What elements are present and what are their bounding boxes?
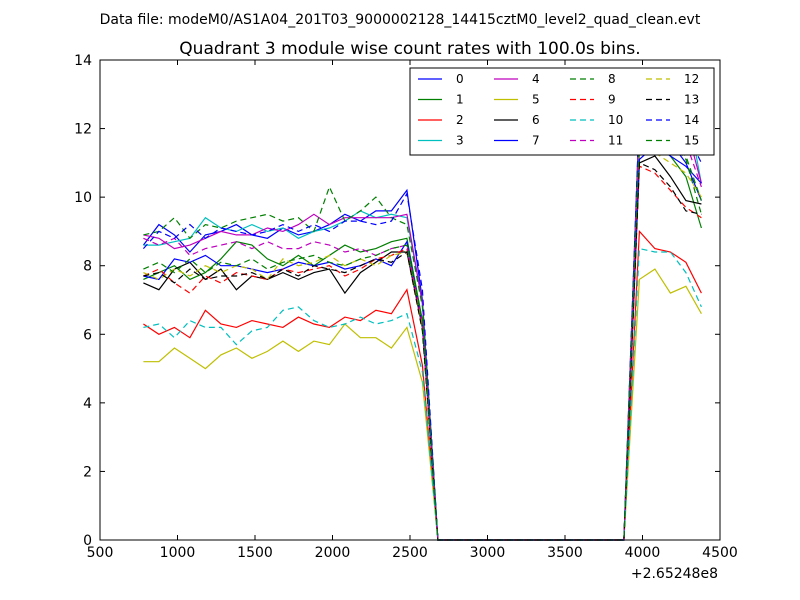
series-line-13 [143,161,702,541]
series-line-7 [143,144,702,541]
legend-label-5: 5 [532,93,540,107]
series-lines [142,96,702,541]
y-tick-label: 6 [83,327,92,343]
legend-box [409,67,715,156]
x-tick-label: 2000 [315,545,351,561]
series-line-15 [143,131,702,541]
x-axis-ticks: 500 1000 1500 2000 2500 3000 3500 4000 4500 [87,60,738,561]
legend-label-4: 4 [532,72,540,86]
legend-label-15: 15 [684,134,699,148]
legend-label-10: 10 [608,113,623,127]
legend-label-0: 0 [456,72,464,86]
x-tick-label: 1500 [237,545,273,561]
x-tick-label: 3000 [470,545,506,561]
legend-label-2: 2 [456,113,464,127]
y-tick-label: 10 [74,190,92,206]
x-tick-label: 2500 [392,545,428,561]
series-line-0 [142,134,702,541]
legend-label-13: 13 [684,93,699,107]
legend-label-1: 1 [456,93,464,107]
y-tick-label: 2 [83,464,92,480]
y-tick-label: 0 [83,533,92,549]
chart-title: Quadrant 3 module wise count rates with … [179,39,640,59]
x-tick-label: 3500 [547,545,583,561]
legend-label-11: 11 [608,134,623,148]
legend-label-14: 14 [684,113,699,127]
legend-label-9: 9 [608,93,616,107]
series-line-1 [143,141,702,541]
x-tick-label: 4500 [702,545,738,561]
legend-label-7: 7 [532,134,540,148]
y-tick-label: 12 [74,122,92,138]
legend-label-3: 3 [456,134,464,148]
legend-label-8: 8 [608,72,616,86]
y-tick-label: 4 [83,396,92,412]
data-file-suptitle: Data file: modeM0/AS1A04_201T03_90000021… [100,12,701,28]
legend-label-6: 6 [532,113,540,127]
y-tick-label: 8 [83,259,92,275]
series-line-9 [143,165,702,541]
x-tick-label: 500 [87,545,114,561]
x-tick-label: 4000 [625,545,661,561]
x-axis-offset-label: +2.65248e8 [631,566,718,582]
x-tick-label: 1000 [160,545,196,561]
y-tick-label: 14 [74,53,92,69]
legend-label-12: 12 [684,72,699,86]
series-line-12 [143,144,702,541]
series-line-6 [143,155,702,541]
